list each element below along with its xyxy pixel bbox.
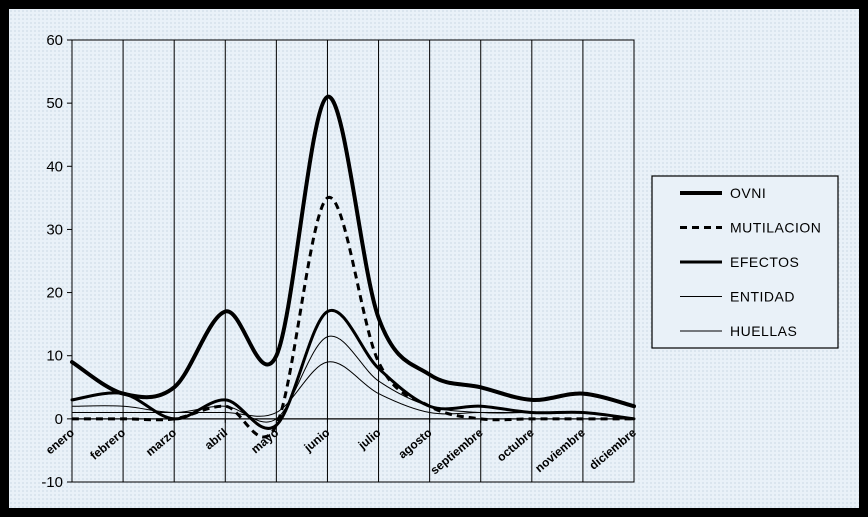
chart-frame: 60 50 40 30 20 10 0 -10 enero febrero marzo abril m… — [9, 9, 859, 508]
x-tick-label: octubre — [494, 425, 537, 464]
y-tick-label: -10 — [41, 474, 63, 491]
legend-label-huellas: HUELLAS — [730, 323, 797, 339]
legend: OVNI MUTILACION EFECTOS ENTIDAD HUELLAS — [651, 175, 839, 349]
x-tick-label: agosto — [395, 425, 434, 461]
series-line-efectos — [70, 308, 636, 430]
y-tick-labels: 60 50 40 30 20 10 0 -10 — [41, 32, 63, 491]
y-tick-label: 0 — [55, 411, 63, 428]
x-tick-label: febrero — [87, 425, 128, 462]
series-lines — [70, 94, 636, 439]
axes — [67, 39, 635, 483]
line-chart: 60 50 40 30 20 10 0 -10 enero febrero marzo abril m… — [41, 32, 839, 491]
legend-label-mutilacion: MUTILACION — [730, 220, 821, 236]
y-tick-label: 50 — [46, 95, 63, 112]
x-tick-label: septiembre — [428, 425, 486, 477]
series-line-entidad — [71, 335, 635, 423]
y-tick-label: 10 — [46, 348, 63, 365]
legend-label-efectos: EFECTOS — [730, 254, 799, 270]
x-tick-label: diciembre — [586, 425, 639, 472]
y-tick-label: 40 — [46, 158, 63, 175]
y-tick-label: 20 — [46, 285, 63, 302]
legend-label-ovni: OVNI — [730, 185, 766, 201]
series-line-mutilacion — [71, 196, 634, 439]
x-tick-label: noviembre — [532, 425, 588, 475]
series-line-ovni — [70, 94, 636, 409]
plot-area-border — [71, 39, 635, 483]
y-tick-label: 60 — [46, 32, 63, 49]
x-tick-label: abril — [202, 425, 230, 452]
x-tick-labels: enero febrero marzo abril mayo junio julio agos… — [43, 425, 639, 477]
x-tick-label: julio — [355, 425, 384, 452]
legend-label-entidad: ENTIDAD — [730, 289, 795, 305]
y-tick-label: 30 — [46, 221, 63, 238]
